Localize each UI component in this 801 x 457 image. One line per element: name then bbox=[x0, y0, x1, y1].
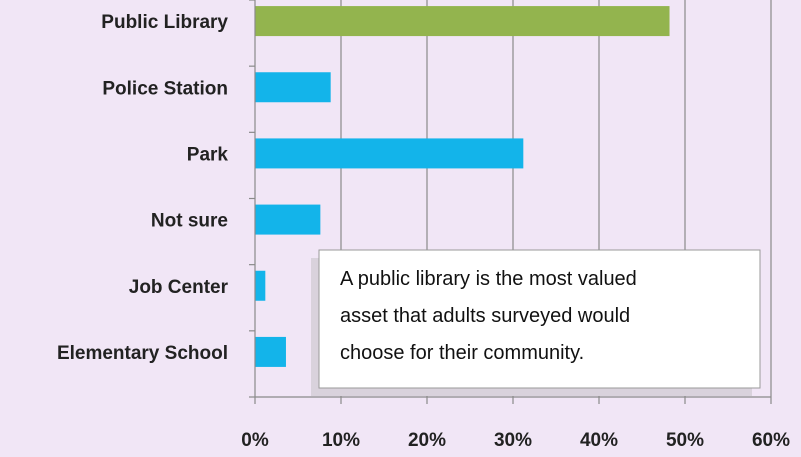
bar bbox=[255, 204, 321, 235]
bar bbox=[255, 270, 266, 301]
annotation-line-1: A public library is the most valued bbox=[340, 268, 637, 290]
x-tick-label: 20% bbox=[408, 430, 446, 451]
category-label: Park bbox=[187, 144, 229, 165]
x-tick-labels: 0% 10% 20% 30% 40% 50% 60% bbox=[241, 430, 790, 451]
x-tick-label: 60% bbox=[752, 430, 790, 451]
annotation-line-2: asset that adults surveyed would bbox=[340, 305, 630, 327]
bar bbox=[255, 336, 286, 367]
annotation-box bbox=[318, 249, 761, 389]
bar bbox=[255, 6, 670, 37]
annotation-line-3: choose for their community. bbox=[340, 342, 584, 364]
category-labels: Public Library Police Station Park Not sure… bbox=[57, 12, 229, 364]
bar bbox=[255, 138, 524, 169]
category-label: Elementary School bbox=[57, 343, 228, 364]
axes bbox=[249, 0, 772, 404]
category-label: Job Center bbox=[129, 277, 229, 298]
bars bbox=[255, 6, 670, 367]
x-tick-label: 0% bbox=[241, 430, 269, 451]
category-label: Police Station bbox=[102, 78, 228, 99]
x-tick-label: 30% bbox=[494, 430, 532, 451]
bar bbox=[255, 72, 331, 103]
x-tick-label: 40% bbox=[580, 430, 618, 451]
category-label: Not sure bbox=[151, 211, 228, 232]
annotation-callout: A public library is the most valued asse… bbox=[311, 249, 761, 396]
category-label: Public Library bbox=[101, 12, 228, 33]
x-tick-label: 10% bbox=[322, 430, 360, 451]
x-tick-label: 50% bbox=[666, 430, 704, 451]
